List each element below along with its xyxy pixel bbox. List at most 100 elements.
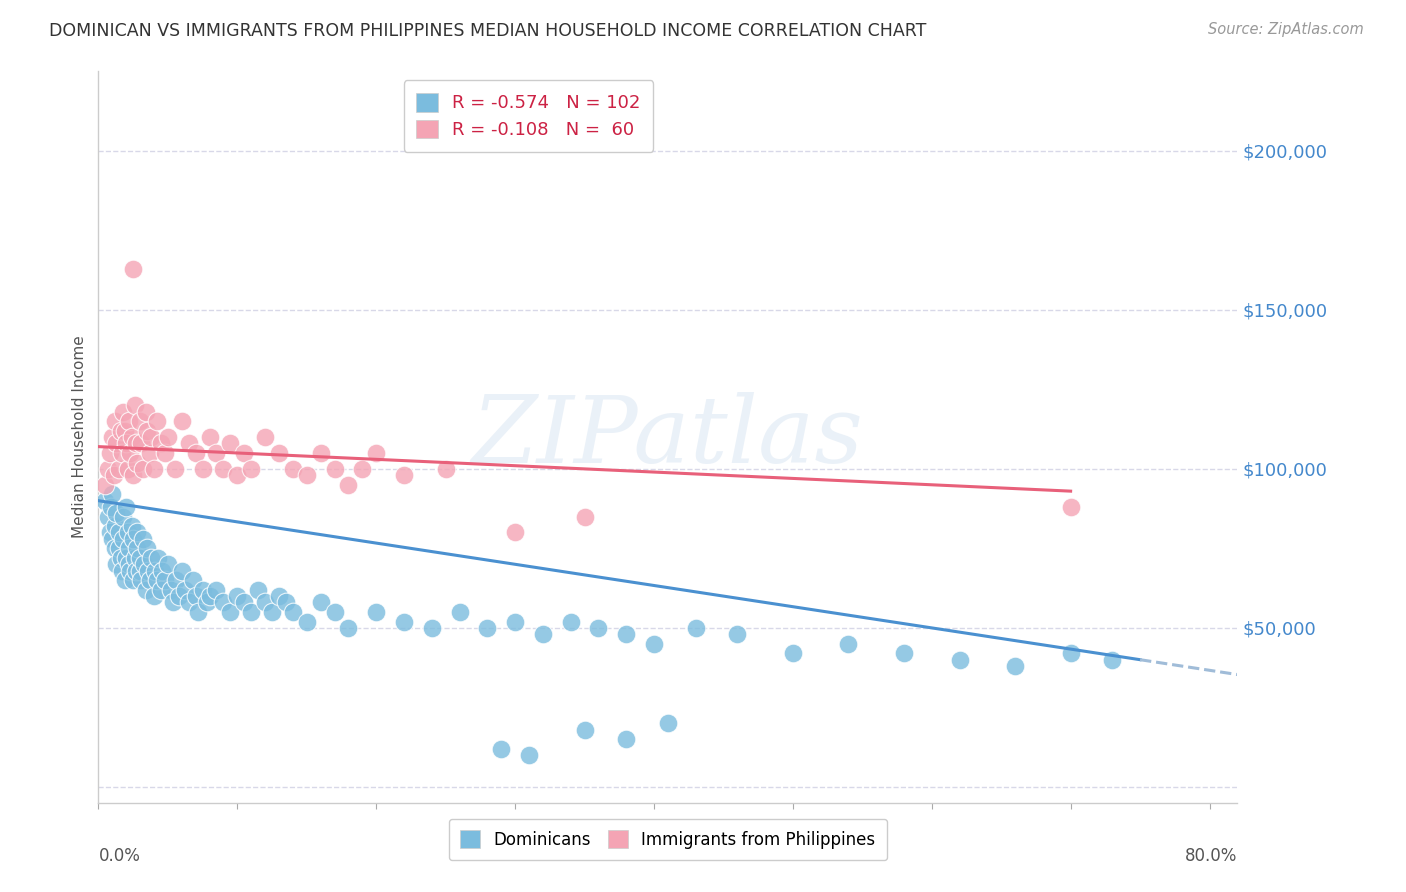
Point [281,605,304,619]
Point [104,541,127,556]
Point [156,430,179,444]
Point [143,462,166,476]
Point [240,462,263,476]
Point [115,550,138,565]
Text: ZIPatlas: ZIPatlas [472,392,863,482]
Point [118,558,141,572]
Point [138,564,160,578]
Point [115,500,138,514]
Point [1004,659,1026,673]
Point [337,477,360,491]
Point [132,532,155,546]
Point [366,446,388,460]
Point [503,615,526,629]
Point [309,446,332,460]
Point [98,525,121,540]
Point [503,525,526,540]
Point [121,519,143,533]
Point [531,627,554,641]
Point [198,589,221,603]
Point [101,532,124,546]
Point [103,468,125,483]
Point [156,558,179,572]
Point [352,462,374,476]
Point [837,637,859,651]
Point [170,564,193,578]
Point [125,436,148,450]
Point [139,573,162,587]
Point [165,573,187,587]
Point [323,605,346,619]
Point [337,621,360,635]
Point [219,605,242,619]
Point [574,509,596,524]
Point [198,430,221,444]
Point [139,446,162,460]
Point [101,430,124,444]
Point [295,468,318,483]
Point [104,414,127,428]
Point [134,558,156,572]
Point [112,404,135,418]
Point [135,582,157,597]
Point [153,446,176,460]
Point [127,456,149,470]
Point [1101,653,1123,667]
Point [226,589,249,603]
Point [143,589,166,603]
Point [129,414,152,428]
Point [434,462,457,476]
Text: Source: ZipAtlas.com: Source: ZipAtlas.com [1208,22,1364,37]
Point [725,627,748,641]
Point [136,424,159,438]
Point [588,621,610,635]
Point [111,564,134,578]
Point [127,541,149,556]
Point [146,550,169,565]
Point [191,462,214,476]
Point [131,573,153,587]
Point [323,462,346,476]
Point [449,605,471,619]
Point [121,430,143,444]
Point [120,564,142,578]
Point [233,446,256,460]
Point [129,564,152,578]
Point [517,748,540,763]
Point [132,462,155,476]
Point [162,595,184,609]
Point [117,525,139,540]
Point [392,468,415,483]
Point [105,436,128,450]
Text: DOMINICAN VS IMMIGRANTS FROM PHILIPPINES MEDIAN HOUSEHOLD INCOME CORRELATION CHA: DOMINICAN VS IMMIGRANTS FROM PHILIPPINES… [49,22,927,40]
Point [392,615,415,629]
Point [212,462,235,476]
Point [111,446,134,460]
Point [105,507,128,521]
Point [112,532,135,546]
Point [110,424,132,438]
Point [240,605,263,619]
Point [184,589,207,603]
Point [177,595,200,609]
Point [267,589,290,603]
Point [100,500,122,514]
Point [115,436,138,450]
Point [233,595,256,609]
Point [114,573,136,587]
Point [195,595,218,609]
Point [97,462,120,476]
Point [145,414,167,428]
Point [205,446,228,460]
Point [281,462,304,476]
Point [163,462,186,476]
Point [205,582,228,597]
Point [685,621,707,635]
Point [122,261,145,276]
Point [153,573,176,587]
Point [1059,500,1081,514]
Point [254,430,277,444]
Point [260,605,283,619]
Y-axis label: Median Household Income: Median Household Income [72,335,87,539]
Point [105,558,128,572]
